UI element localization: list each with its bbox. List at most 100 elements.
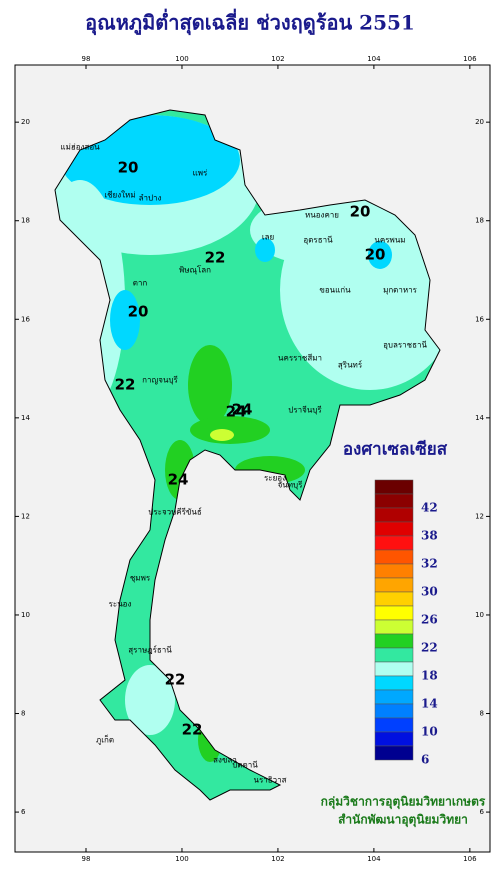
legend-swatch	[374, 717, 414, 733]
place-name: แพร่	[193, 169, 208, 178]
lon-label: 104	[367, 55, 381, 63]
legend-swatch	[374, 493, 414, 509]
place-name: ชุมพร	[130, 574, 151, 583]
legend-swatch	[374, 731, 414, 747]
lat-label: 10	[475, 611, 484, 619]
legend-swatch	[374, 605, 414, 621]
lon-label: 102	[271, 55, 284, 63]
legend-tick-label: 10	[421, 725, 438, 739]
legend-swatch	[374, 591, 414, 607]
lat-label: 6	[21, 808, 26, 816]
lon-label: 100	[175, 855, 188, 863]
lon-label: 102	[271, 855, 284, 863]
lat-label: 14	[475, 414, 484, 422]
legend-swatch	[374, 507, 414, 523]
contour-label: 20	[118, 159, 139, 177]
place-name: นราธิวาส	[253, 776, 286, 785]
place-name: นครพนม	[374, 236, 405, 245]
legend-tick-label: 6	[421, 753, 429, 767]
lon-label: 98	[82, 855, 91, 863]
place-name: อุบลราชธานี	[383, 341, 427, 350]
contour-label: 22	[182, 721, 203, 739]
legend-swatch	[374, 577, 414, 593]
place-name: ตาก	[133, 279, 148, 288]
legend-swatch	[374, 521, 414, 537]
place-name: อุดรธานี	[303, 236, 333, 245]
legend-tick-label: 30	[421, 585, 438, 599]
legend-swatch	[374, 745, 414, 761]
legend-tick-label: 32	[421, 557, 438, 571]
lon-label: 98	[82, 55, 91, 63]
lat-label: 14	[21, 414, 30, 422]
place-name: ลำปาง	[139, 194, 162, 203]
place-name: ระยอง	[264, 474, 286, 483]
contour-label: 22	[115, 376, 136, 394]
legend-tick-label: 18	[421, 669, 438, 683]
lon-label: 104	[367, 855, 381, 863]
legend-swatch	[374, 549, 414, 565]
legend-swatch	[374, 619, 414, 635]
legend-tick-label: 22	[421, 641, 438, 655]
legend-swatch	[374, 703, 414, 719]
lon-label: 106	[463, 855, 477, 863]
lat-label: 18	[475, 217, 484, 225]
lat-label: 6	[480, 808, 485, 816]
place-name: แม่ฮ่องสอน	[60, 143, 100, 152]
place-name: ประจวบคีรีขันธ์	[148, 507, 202, 517]
lat-label: 8	[21, 710, 25, 718]
place-name: กาญจนบุรี	[142, 376, 178, 385]
place-name: หนองคาย	[305, 211, 339, 220]
legend-tick-label: 42	[421, 501, 438, 515]
place-name: นครราชสีมา	[278, 354, 322, 363]
contour-label: 24	[168, 471, 189, 489]
credit: กลุ่มวิชาการอุตุนิยมวิทยาเกษตร	[321, 795, 486, 810]
contour-label: 22	[205, 249, 226, 267]
lat-label: 18	[21, 217, 30, 225]
contour-label: 22	[165, 671, 186, 689]
place-name: ภูเก็ต	[96, 735, 114, 746]
legend-swatch	[374, 535, 414, 551]
lat-label: 20	[21, 118, 30, 126]
lat-label: 16	[475, 315, 484, 323]
place-name: ปัตตานี	[232, 761, 258, 770]
contour-label: 20	[128, 303, 149, 321]
contour-label: 24	[226, 403, 247, 421]
place-name: พิษณุโลก	[179, 265, 211, 275]
legend-swatch	[374, 689, 414, 705]
legend-title: องศาเซลเซียส	[343, 439, 448, 460]
legend-tick-label: 38	[421, 529, 438, 543]
contour-label: 24	[232, 401, 253, 419]
lat-label: 16	[21, 315, 30, 323]
place-name: เชียงใหม่	[104, 191, 135, 200]
title: อุณหภูมิต่ำสุดเฉลี่ย ช่วงฤดูร้อน 2551	[85, 8, 415, 37]
place-name: ระนอง	[109, 600, 132, 609]
lon-label: 106	[463, 55, 477, 63]
place-name: เลย	[262, 233, 274, 242]
legend-swatch	[374, 661, 414, 677]
lat-label: 12	[21, 512, 30, 520]
legend: 42 38 32 30 26 22 18 14 10 6	[374, 479, 438, 767]
lat-label: 12	[475, 512, 484, 520]
legend-swatch	[374, 633, 414, 649]
place-name: ขอนแก่น	[319, 286, 351, 295]
contour-label: 20	[365, 246, 386, 264]
legend-tick-label: 14	[421, 697, 438, 711]
legend-swatch	[374, 675, 414, 691]
credit: สำนักพัฒนาอุตุนิยมวิทยา	[338, 813, 468, 828]
legend-tick-label: 26	[421, 613, 438, 627]
legend-swatch	[374, 563, 414, 579]
place-name: สุรินทร์	[338, 360, 363, 370]
legend-swatch	[374, 479, 414, 495]
place-name: มุกดาหาร	[383, 286, 418, 295]
lat-label: 8	[480, 710, 484, 718]
contour-label: 20	[350, 203, 371, 221]
lat-label: 10	[21, 611, 30, 619]
place-name: สงขลา	[213, 756, 237, 765]
place-name: ปราจีนบุรี	[288, 406, 322, 415]
country-border	[54, 109, 441, 801]
lat-label: 20	[475, 118, 484, 126]
legend-swatch	[374, 647, 414, 663]
place-name: จันทบุรี	[278, 481, 304, 490]
